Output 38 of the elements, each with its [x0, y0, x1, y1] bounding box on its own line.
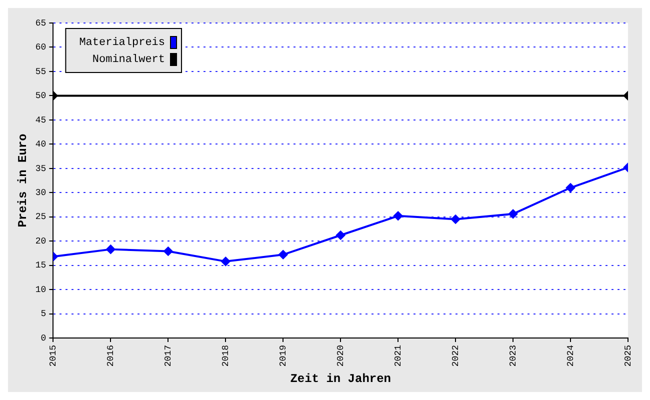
y-tick-label: 25 — [35, 212, 46, 222]
x-tick-label: 2020 — [336, 344, 346, 367]
y-tick-label: 5 — [40, 309, 46, 320]
y-tick-label: 0 — [40, 333, 46, 344]
point — [566, 183, 576, 192]
y-tick-label: 35 — [35, 164, 46, 174]
y-tick-label: 55 — [35, 66, 46, 77]
legend-label: Nominalwert — [92, 54, 166, 66]
y-tick-label: 20 — [35, 236, 46, 246]
y-tick-label: 15 — [35, 260, 46, 271]
y-tick-label: 65 — [35, 18, 46, 28]
point — [164, 246, 173, 256]
point — [221, 256, 230, 266]
x-tick-label: 2021 — [393, 344, 404, 367]
y-tick-label: 40 — [35, 140, 46, 150]
point — [451, 214, 460, 224]
x-tick-label: 2024 — [566, 344, 576, 367]
point — [336, 230, 346, 240]
x-tick-label: 2018 — [221, 344, 232, 367]
x-tick-label: 2015 — [48, 344, 59, 367]
x-tick-label: 2016 — [106, 344, 116, 367]
x-tick-label: 2023 — [508, 344, 518, 367]
point — [508, 209, 518, 218]
legend-label: Materialpreis — [79, 36, 166, 49]
x-axis-title: Zeit in Jahren — [290, 372, 392, 386]
y-tick-label: 50 — [35, 91, 46, 102]
y-tick-label: 10 — [35, 284, 46, 295]
x-tick-label: 2019 — [278, 344, 289, 367]
point — [394, 211, 403, 220]
y-axis-title: Preis in Euro — [16, 134, 30, 228]
point — [278, 250, 288, 260]
y-tick-label: 60 — [35, 42, 46, 53]
x-tick-label: 2025 — [623, 344, 634, 367]
y-tick-label: 45 — [35, 115, 46, 126]
x-tick-label: 2022 — [450, 344, 461, 367]
x-tick-label: 2017 — [164, 344, 174, 367]
point — [106, 244, 116, 254]
y-tick-label: 30 — [35, 188, 46, 198]
